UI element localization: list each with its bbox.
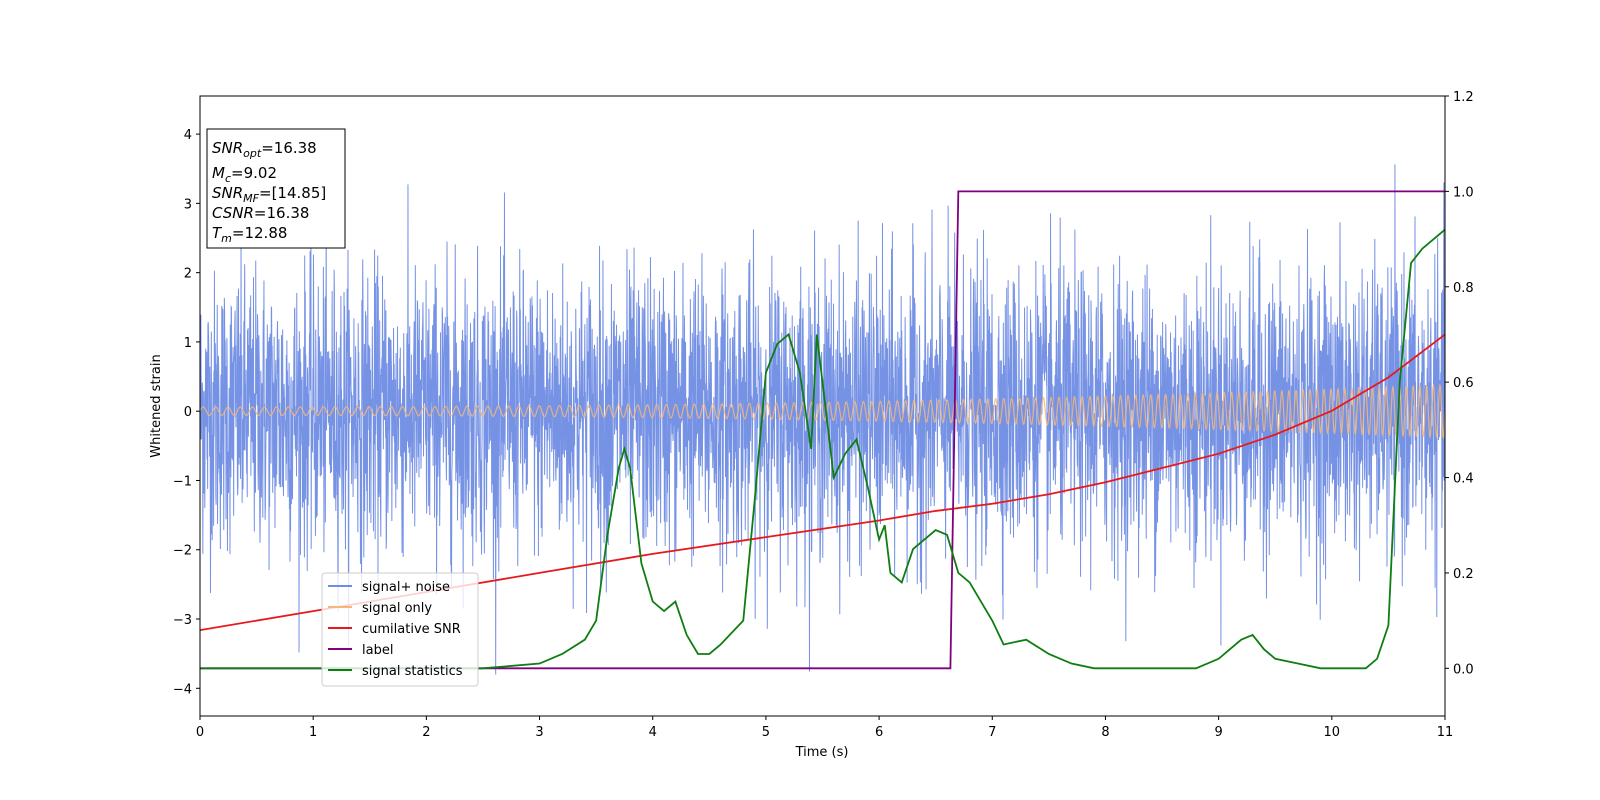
y-left-tick-label: 1 <box>184 336 192 351</box>
info-box-line: CSNR=16.38 <box>212 204 309 222</box>
legend-entry: signal statistics <box>362 664 463 679</box>
x-tick-label: 8 <box>1101 725 1109 740</box>
legend-entry: label <box>362 643 393 658</box>
info-box-frame <box>206 128 346 249</box>
y-left-tick-label: −3 <box>173 613 192 628</box>
series-signal-only <box>200 383 1445 440</box>
series-label <box>200 190 1445 670</box>
x-tick-label: 7 <box>988 725 996 740</box>
y-left-tick-label: 3 <box>184 197 192 212</box>
y-right-tick-label: 1.2 <box>1453 90 1474 105</box>
y-left-tick-label: 4 <box>184 128 192 143</box>
info-box-line: SNRMF=[14.85] <box>212 184 326 205</box>
x-tick-label: 2 <box>422 725 430 740</box>
info-box: SNRopt=16.38 Mc=9.02SNRMF=[14.85]CSNR=16.… <box>206 128 346 249</box>
y-right-tick-label: 1.0 <box>1453 185 1474 200</box>
x-axis-label: Time (s) <box>795 745 849 760</box>
y-left-tick-label: 2 <box>184 267 192 282</box>
x-tick-label: 1 <box>309 725 317 740</box>
axes-frame <box>199 95 1446 717</box>
y-right-tick-label: 0.0 <box>1453 662 1474 677</box>
y-right-tick-label: 0.4 <box>1453 472 1474 487</box>
y-right-tick-label: 0.2 <box>1453 567 1474 582</box>
x-tick-label: 5 <box>762 725 770 740</box>
x-tick-label: 9 <box>1214 725 1222 740</box>
series-signal-noise <box>200 164 1445 675</box>
info-box-line: SNRopt=16.38 <box>212 139 317 160</box>
legend-box <box>321 572 479 687</box>
series-cumulative-snr <box>200 333 1445 632</box>
legend-entry: signal only <box>362 601 432 616</box>
y-right-tick-label: 0.8 <box>1453 281 1474 296</box>
x-tick-label: 0 <box>196 725 204 740</box>
x-tick-label: 6 <box>875 725 883 740</box>
x-tick-label: 4 <box>649 725 657 740</box>
x-tick-label: 11 <box>1437 725 1454 740</box>
legend-entry: cumilative SNR <box>362 622 461 637</box>
y-right-tick-label: 0.6 <box>1453 376 1474 391</box>
y-left-tick-label: −2 <box>173 544 192 559</box>
ticks: 0 1 2 3 4 5 6 7 8 9 10 1143210−1−2−3−41.21.00.80.60… <box>173 90 1474 740</box>
x-tick-label: 10 <box>1324 725 1341 740</box>
y-left-tick-label: 0 <box>184 405 192 420</box>
legend-entry: signal+ noise <box>362 580 450 595</box>
legend: signal+ noise signal only cumilative SNR la… <box>321 572 479 687</box>
x-tick-label: 3 <box>535 725 543 740</box>
plot-area <box>200 164 1445 675</box>
y-left-tick-label: −1 <box>173 474 192 489</box>
y-left-tick-label: −4 <box>173 682 192 697</box>
info-box-line: Mc=9.02 <box>212 164 277 185</box>
info-box-line: Tm=12.88 <box>212 224 287 245</box>
series-signal-statistics <box>200 228 1445 670</box>
y-axis-label: Whitened strain <box>149 354 164 457</box>
